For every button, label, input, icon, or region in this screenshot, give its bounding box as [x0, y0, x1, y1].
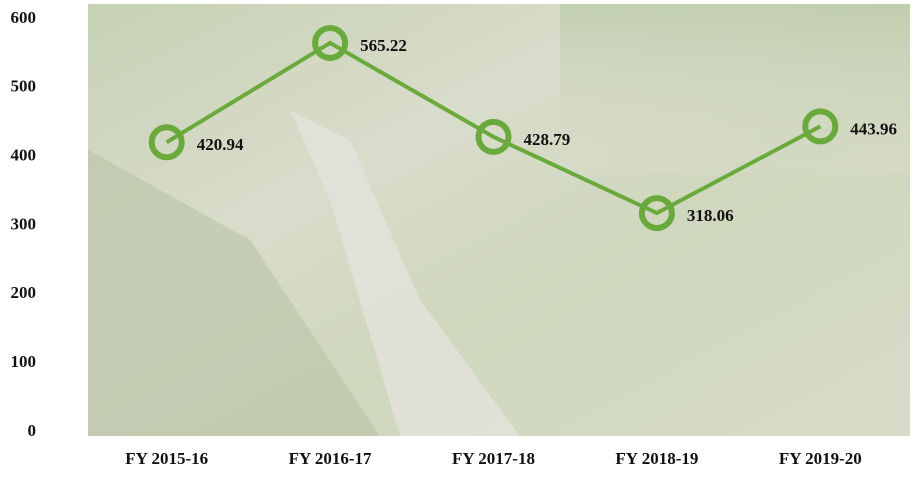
y-tick-label: 300 [11, 214, 37, 233]
y-tick-label: 0 [28, 421, 37, 440]
y-tick-label: 100 [11, 352, 37, 371]
point-marker [312, 24, 349, 61]
data-label: 318.06 [687, 206, 734, 225]
point-marker [802, 108, 839, 145]
data-label: 428.79 [524, 130, 571, 149]
point-marker [638, 195, 675, 232]
x-tick-label: FY 2019-20 [779, 449, 862, 468]
point-marker [148, 124, 185, 161]
x-tick-label: FY 2017-18 [452, 449, 535, 468]
y-tick-label: 400 [11, 146, 37, 165]
x-tick-label: FY 2016-17 [289, 449, 372, 468]
x-tick-label: FY 2018-19 [615, 449, 698, 468]
y-tick-label: 500 [11, 77, 37, 96]
data-label: 420.94 [197, 135, 244, 154]
data-label: 565.22 [360, 36, 407, 55]
series-line [165, 40, 822, 216]
y-tick-label: 600 [11, 8, 37, 27]
photo-canal [290, 110, 520, 436]
photo-slope [88, 150, 380, 436]
data-label: 443.96 [850, 119, 897, 138]
x-tick-label: FY 2015-16 [125, 449, 208, 468]
point-marker [475, 118, 512, 155]
photo-hillside [560, 4, 910, 174]
y-tick-label: 200 [11, 283, 37, 302]
